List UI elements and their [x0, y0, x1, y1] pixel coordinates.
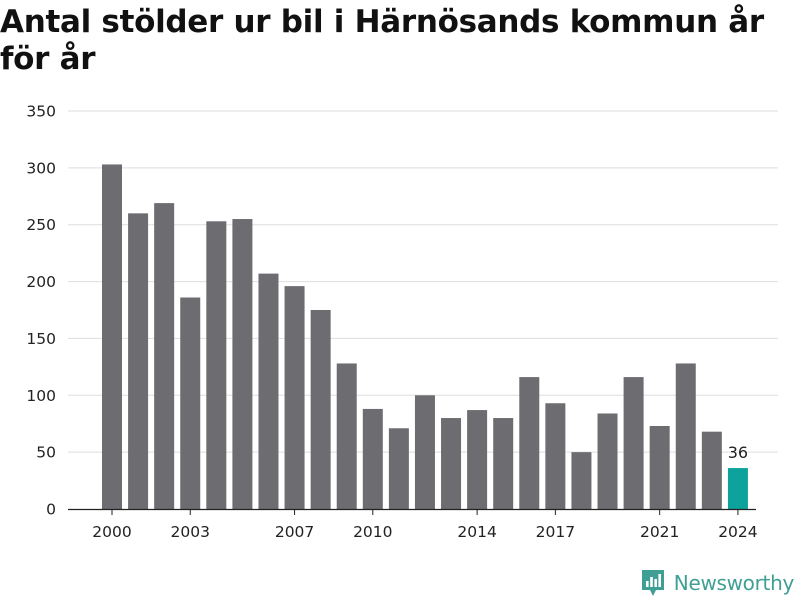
x-tick-label: 2003: [171, 523, 210, 541]
bar-2013: [441, 418, 462, 509]
bar-2004: [206, 221, 227, 509]
bar-2008: [310, 310, 331, 509]
bar-2001: [128, 213, 149, 510]
y-tick-label: 50: [36, 444, 56, 462]
y-tick-label: 350: [26, 103, 56, 121]
x-tick-label: 2021: [640, 523, 679, 541]
bar-2000: [102, 164, 122, 509]
y-axis-tick-labels: 0 50 100 150 200 250 300 350: [26, 103, 56, 519]
bar-2003: [180, 297, 201, 509]
bar-2017: [545, 403, 566, 509]
bar-2024: [727, 468, 748, 509]
y-tick-label: 250: [26, 216, 56, 234]
x-tick-label: 2010: [353, 523, 392, 541]
bar-2007: [284, 286, 305, 509]
bar-2022: [675, 363, 696, 509]
x-tick-label: 2007: [275, 523, 314, 541]
data-labels: 36: [728, 443, 748, 462]
y-tick-label: 150: [26, 330, 56, 348]
bar-2023: [701, 431, 722, 509]
bar-2015: [493, 418, 514, 509]
bar-2012: [414, 395, 435, 509]
y-tick-label: 200: [26, 273, 56, 291]
newsworthy-brand: Newsworthy: [640, 568, 794, 598]
bar-2005: [232, 219, 253, 509]
bar-2020: [623, 377, 644, 509]
bar-2006: [258, 273, 279, 509]
bar-2011: [388, 428, 409, 509]
bars: [102, 164, 748, 510]
bar-2016: [519, 377, 540, 509]
bar-2002: [154, 203, 175, 509]
data-label-2024: 36: [728, 443, 748, 462]
y-tick-label: 0: [46, 501, 56, 519]
bar-2019: [597, 413, 618, 509]
x-tick-label: 2000: [92, 523, 131, 541]
chart-title: Antal stölder ur bil i Härnösands kommun…: [0, 4, 764, 77]
bar-2018: [571, 452, 592, 509]
newsworthy-logo-icon: [641, 570, 664, 596]
x-tick-label: 2014: [457, 523, 496, 541]
brand-name: Newsworthy: [673, 571, 795, 595]
bar-2014: [467, 410, 488, 509]
x-axis-tick-labels: 2000 2003 2007 2010 2014 2017 2021 2024: [92, 509, 758, 541]
bar-2021: [649, 425, 670, 509]
x-tick-label: 2017: [536, 523, 575, 541]
y-tick-label: 300: [26, 159, 56, 177]
bar-2010: [362, 408, 383, 509]
y-tick-label: 100: [26, 387, 56, 405]
x-tick-label: 2024: [718, 523, 757, 541]
bar-2009: [336, 363, 357, 509]
